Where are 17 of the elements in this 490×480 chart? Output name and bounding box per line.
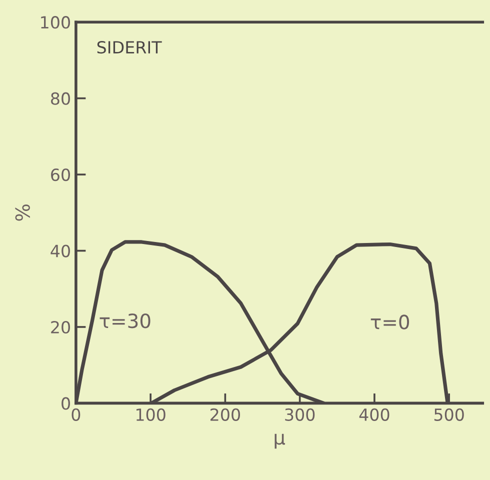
x-tick-label: 400 bbox=[359, 408, 390, 421]
x-tick-label: 0 bbox=[72, 408, 80, 421]
y-tick-label: 0 bbox=[62, 397, 70, 410]
x-axis-title: μ bbox=[274, 434, 286, 449]
y-tick-label: 40 bbox=[50, 244, 70, 258]
x-tick-label: 500 bbox=[434, 408, 464, 421]
y-tick-label: 100 bbox=[41, 16, 70, 29]
series-label: τ=0 bbox=[370, 314, 410, 330]
y-tick-label: 80 bbox=[51, 92, 70, 105]
x-tick-label: 300 bbox=[285, 408, 315, 421]
y-tick-label: 60 bbox=[51, 168, 70, 182]
series-label: τ=30 bbox=[100, 314, 150, 328]
x-tick-label: 200 bbox=[210, 408, 240, 421]
y-tick-label: 20 bbox=[51, 320, 70, 334]
text: SIDERIT bbox=[97, 40, 162, 54]
x-tick-label: 100 bbox=[136, 408, 166, 421]
y-axis-title: % bbox=[15, 204, 30, 221]
